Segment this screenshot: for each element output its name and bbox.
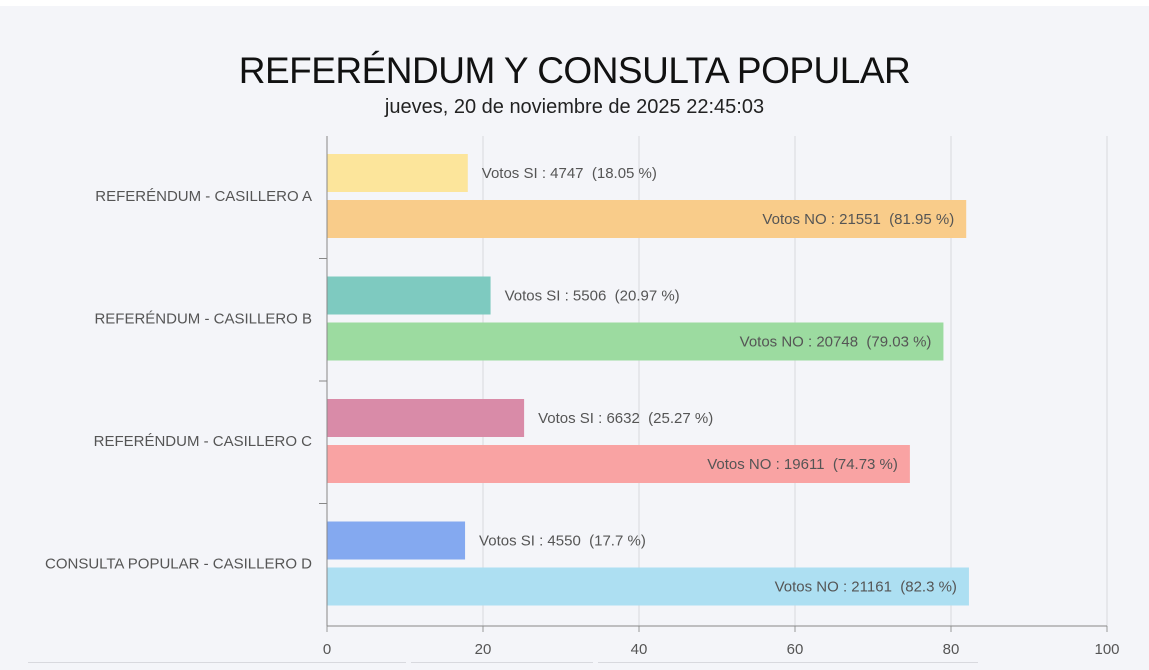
bar-2-si: [327, 276, 491, 315]
data-label-2-no: Votos NO : 20748 (79.03 %): [740, 334, 932, 351]
x-tick-label-60: 60: [787, 641, 804, 658]
bar-1-no: [327, 200, 967, 238]
bar-3-si: [327, 399, 525, 437]
x-tick-label-40: 40: [631, 641, 648, 658]
data-label-3-si: Votos SI : 6632 (25.27 %): [538, 410, 713, 427]
data-label-1-si: Votos SI : 4747 (18.05 %): [482, 165, 657, 182]
data-label-4-si: Votos SI : 4550 (17.7 %): [479, 533, 646, 550]
bottom-divider-3: [598, 662, 978, 663]
x-tick-label-80: 80: [943, 641, 960, 658]
data-label-3-no: Votos NO : 19611 (74.73 %): [707, 456, 898, 473]
category-label-4: CONSULTA POPULAR - CASILLERO D: [45, 556, 312, 573]
data-label-4-no: Votos NO : 21161 (82.3 %): [775, 579, 957, 596]
x-tick-label-20: 20: [475, 641, 492, 658]
x-tick-label-100: 100: [1094, 641, 1119, 658]
category-label-2: REFERÉNDUM - CASILLERO B: [94, 311, 312, 328]
data-label-2-si: Votos SI : 5506 (20.97 %): [505, 288, 680, 305]
bottom-divider-1: [28, 662, 406, 663]
bar-3-no: [327, 445, 910, 483]
bottom-divider-2: [411, 662, 593, 663]
bar-1-si: [327, 154, 468, 192]
bar-2-no: [327, 322, 944, 361]
category-label-3: REFERÉNDUM - CASILLERO C: [94, 433, 313, 450]
top-strip: [0, 0, 1149, 6]
chart-subtitle: jueves, 20 de noviembre de 2025 22:45:03: [384, 96, 765, 118]
category-label-1: REFERÉNDUM - CASILLERO A: [95, 188, 312, 205]
data-label-1-no: Votos NO : 21551 (81.95 %): [762, 211, 954, 228]
bar-4-no: [327, 567, 969, 606]
chart-title: REFERÉNDUM Y CONSULTA POPULAR: [238, 50, 911, 91]
bar-4-si: [327, 521, 466, 560]
x-tick-label-0: 0: [323, 641, 331, 658]
